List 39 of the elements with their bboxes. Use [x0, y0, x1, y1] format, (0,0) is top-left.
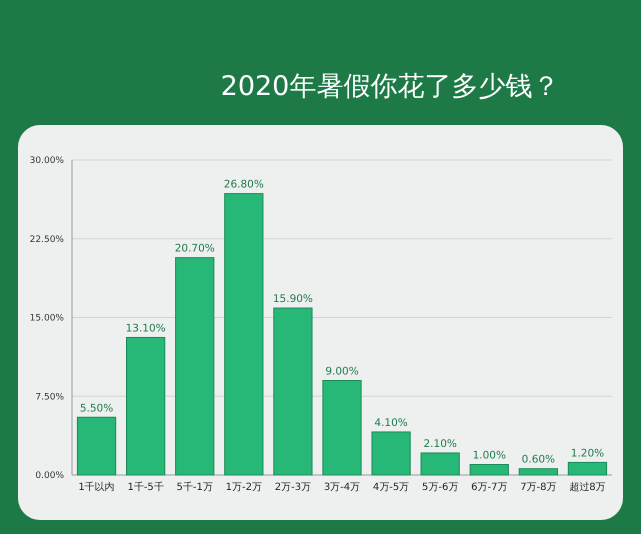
- y-tick-label: 0.00%: [35, 471, 64, 481]
- y-tick-label: 22.50%: [30, 234, 64, 245]
- bar: [322, 380, 362, 476]
- x-tick-label: 4万-5万: [372, 482, 410, 493]
- x-tick-label: 超过8万: [569, 481, 606, 493]
- x-tick-label: 2万-3万: [274, 482, 312, 493]
- bar: [470, 464, 509, 476]
- x-tick-label: 3万-4万: [324, 482, 360, 493]
- y-tick-label: 7.50%: [35, 392, 64, 402]
- data-label: 1.00%: [472, 450, 506, 462]
- data-label: 1.20%: [570, 447, 604, 460]
- x-tick-label: 7万-8万: [520, 482, 557, 493]
- bar: [175, 257, 214, 476]
- data-label: 0.60%: [522, 454, 556, 466]
- bar: [126, 336, 166, 476]
- data-label: 15.90%: [272, 293, 313, 306]
- data-label: 20.70%: [174, 242, 215, 255]
- x-tick-label: 5万-6万: [422, 482, 458, 493]
- bar: [420, 452, 460, 476]
- x-tick-label: 1千以内: [78, 481, 115, 493]
- data-label: 4.10%: [374, 416, 408, 429]
- data-label: 13.10%: [126, 322, 166, 334]
- data-label: 9.00%: [325, 366, 359, 378]
- y-tick-label: 30.00%: [30, 156, 64, 166]
- data-label: 2.10%: [424, 438, 457, 450]
- bar: [76, 416, 116, 476]
- bar: [371, 431, 411, 476]
- x-tick-label: 6万-7万: [471, 482, 508, 493]
- data-label: 5.50%: [80, 402, 114, 414]
- data-label: 26.80%: [224, 178, 264, 191]
- x-tick-label: 5千-1万: [176, 481, 213, 493]
- bar: [518, 468, 558, 476]
- bar: [273, 308, 313, 476]
- chart-title: 2020年暑假你花了多少钱？: [220, 71, 560, 102]
- bar: [224, 193, 264, 476]
- x-tick-label: 1千-5千: [127, 481, 164, 493]
- x-tick-label: 1万-2万: [226, 482, 262, 493]
- bar: [568, 462, 608, 476]
- y-tick-label: 15.00%: [30, 314, 64, 324]
